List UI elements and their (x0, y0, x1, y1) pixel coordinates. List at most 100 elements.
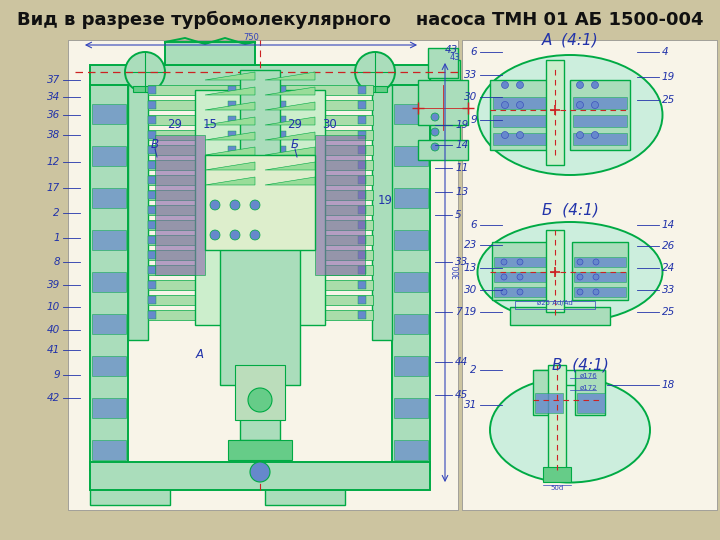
FancyBboxPatch shape (92, 440, 126, 460)
Polygon shape (265, 87, 315, 95)
FancyBboxPatch shape (148, 265, 243, 275)
FancyBboxPatch shape (148, 295, 243, 305)
FancyBboxPatch shape (278, 295, 373, 305)
FancyBboxPatch shape (228, 296, 236, 304)
Circle shape (501, 289, 507, 295)
Circle shape (577, 102, 583, 109)
FancyBboxPatch shape (358, 101, 366, 109)
FancyBboxPatch shape (148, 251, 156, 259)
FancyBboxPatch shape (148, 175, 243, 185)
FancyBboxPatch shape (278, 311, 286, 319)
Text: 11: 11 (455, 163, 468, 173)
Polygon shape (265, 72, 315, 80)
FancyBboxPatch shape (278, 205, 373, 215)
FancyBboxPatch shape (358, 176, 366, 184)
FancyBboxPatch shape (278, 220, 373, 230)
FancyBboxPatch shape (148, 296, 156, 304)
FancyBboxPatch shape (148, 101, 156, 109)
FancyBboxPatch shape (428, 48, 458, 78)
FancyBboxPatch shape (543, 467, 571, 482)
FancyBboxPatch shape (394, 146, 428, 166)
FancyBboxPatch shape (574, 272, 626, 282)
FancyBboxPatch shape (418, 80, 468, 125)
Circle shape (502, 102, 508, 109)
FancyBboxPatch shape (278, 175, 373, 185)
Circle shape (355, 52, 395, 92)
FancyBboxPatch shape (278, 251, 286, 259)
FancyBboxPatch shape (228, 146, 236, 154)
FancyBboxPatch shape (394, 272, 428, 292)
FancyBboxPatch shape (228, 116, 236, 124)
FancyBboxPatch shape (278, 310, 373, 320)
FancyBboxPatch shape (148, 190, 243, 200)
FancyBboxPatch shape (68, 40, 458, 510)
Text: 4: 4 (662, 47, 669, 57)
Circle shape (250, 230, 260, 240)
FancyBboxPatch shape (148, 205, 243, 215)
FancyBboxPatch shape (278, 265, 373, 275)
Polygon shape (205, 117, 255, 125)
Text: 300: 300 (452, 265, 461, 279)
Text: ø172: ø172 (580, 385, 598, 391)
FancyBboxPatch shape (278, 101, 286, 109)
FancyBboxPatch shape (574, 287, 626, 297)
Text: 19: 19 (377, 193, 392, 206)
Text: 19: 19 (464, 307, 477, 317)
FancyBboxPatch shape (228, 311, 236, 319)
FancyBboxPatch shape (278, 116, 286, 124)
FancyBboxPatch shape (358, 311, 366, 319)
Text: 750: 750 (243, 33, 259, 42)
FancyBboxPatch shape (278, 236, 286, 244)
Text: А  (4:1): А (4:1) (541, 32, 598, 48)
Polygon shape (205, 147, 255, 155)
Text: 34: 34 (47, 92, 60, 102)
Text: 7: 7 (455, 307, 462, 317)
FancyBboxPatch shape (148, 100, 243, 110)
Text: 18: 18 (662, 380, 675, 390)
Text: 6: 6 (470, 220, 477, 230)
FancyBboxPatch shape (494, 257, 546, 267)
FancyBboxPatch shape (493, 97, 547, 109)
FancyBboxPatch shape (155, 135, 205, 275)
Text: 2: 2 (470, 365, 477, 375)
Text: 36: 36 (47, 110, 60, 120)
Text: ø176: ø176 (580, 373, 598, 379)
FancyBboxPatch shape (315, 135, 365, 275)
FancyBboxPatch shape (228, 236, 236, 244)
Circle shape (230, 230, 240, 240)
FancyBboxPatch shape (148, 85, 243, 95)
Ellipse shape (490, 377, 650, 483)
Polygon shape (265, 147, 315, 155)
Polygon shape (265, 162, 315, 170)
FancyBboxPatch shape (228, 251, 236, 259)
Circle shape (431, 143, 439, 151)
Circle shape (593, 274, 599, 280)
Text: 19: 19 (662, 72, 675, 82)
FancyBboxPatch shape (492, 242, 548, 300)
FancyBboxPatch shape (575, 370, 605, 415)
FancyBboxPatch shape (128, 85, 148, 340)
FancyBboxPatch shape (148, 145, 243, 155)
FancyBboxPatch shape (278, 161, 286, 169)
Polygon shape (205, 72, 255, 80)
Text: 1: 1 (53, 233, 60, 243)
Circle shape (125, 52, 165, 92)
FancyBboxPatch shape (394, 188, 428, 208)
FancyBboxPatch shape (278, 191, 286, 199)
Circle shape (516, 102, 523, 109)
Circle shape (210, 230, 220, 240)
FancyBboxPatch shape (235, 365, 285, 420)
Text: 43: 43 (450, 53, 461, 63)
Text: 2: 2 (53, 208, 60, 218)
FancyBboxPatch shape (494, 272, 546, 282)
Circle shape (592, 82, 598, 89)
Circle shape (501, 259, 507, 265)
Text: 9: 9 (470, 115, 477, 125)
FancyBboxPatch shape (278, 130, 373, 140)
FancyBboxPatch shape (510, 307, 610, 325)
Text: 10: 10 (47, 302, 60, 312)
Polygon shape (228, 440, 292, 460)
FancyBboxPatch shape (394, 230, 428, 250)
Circle shape (577, 132, 583, 138)
Text: 30: 30 (323, 118, 338, 132)
